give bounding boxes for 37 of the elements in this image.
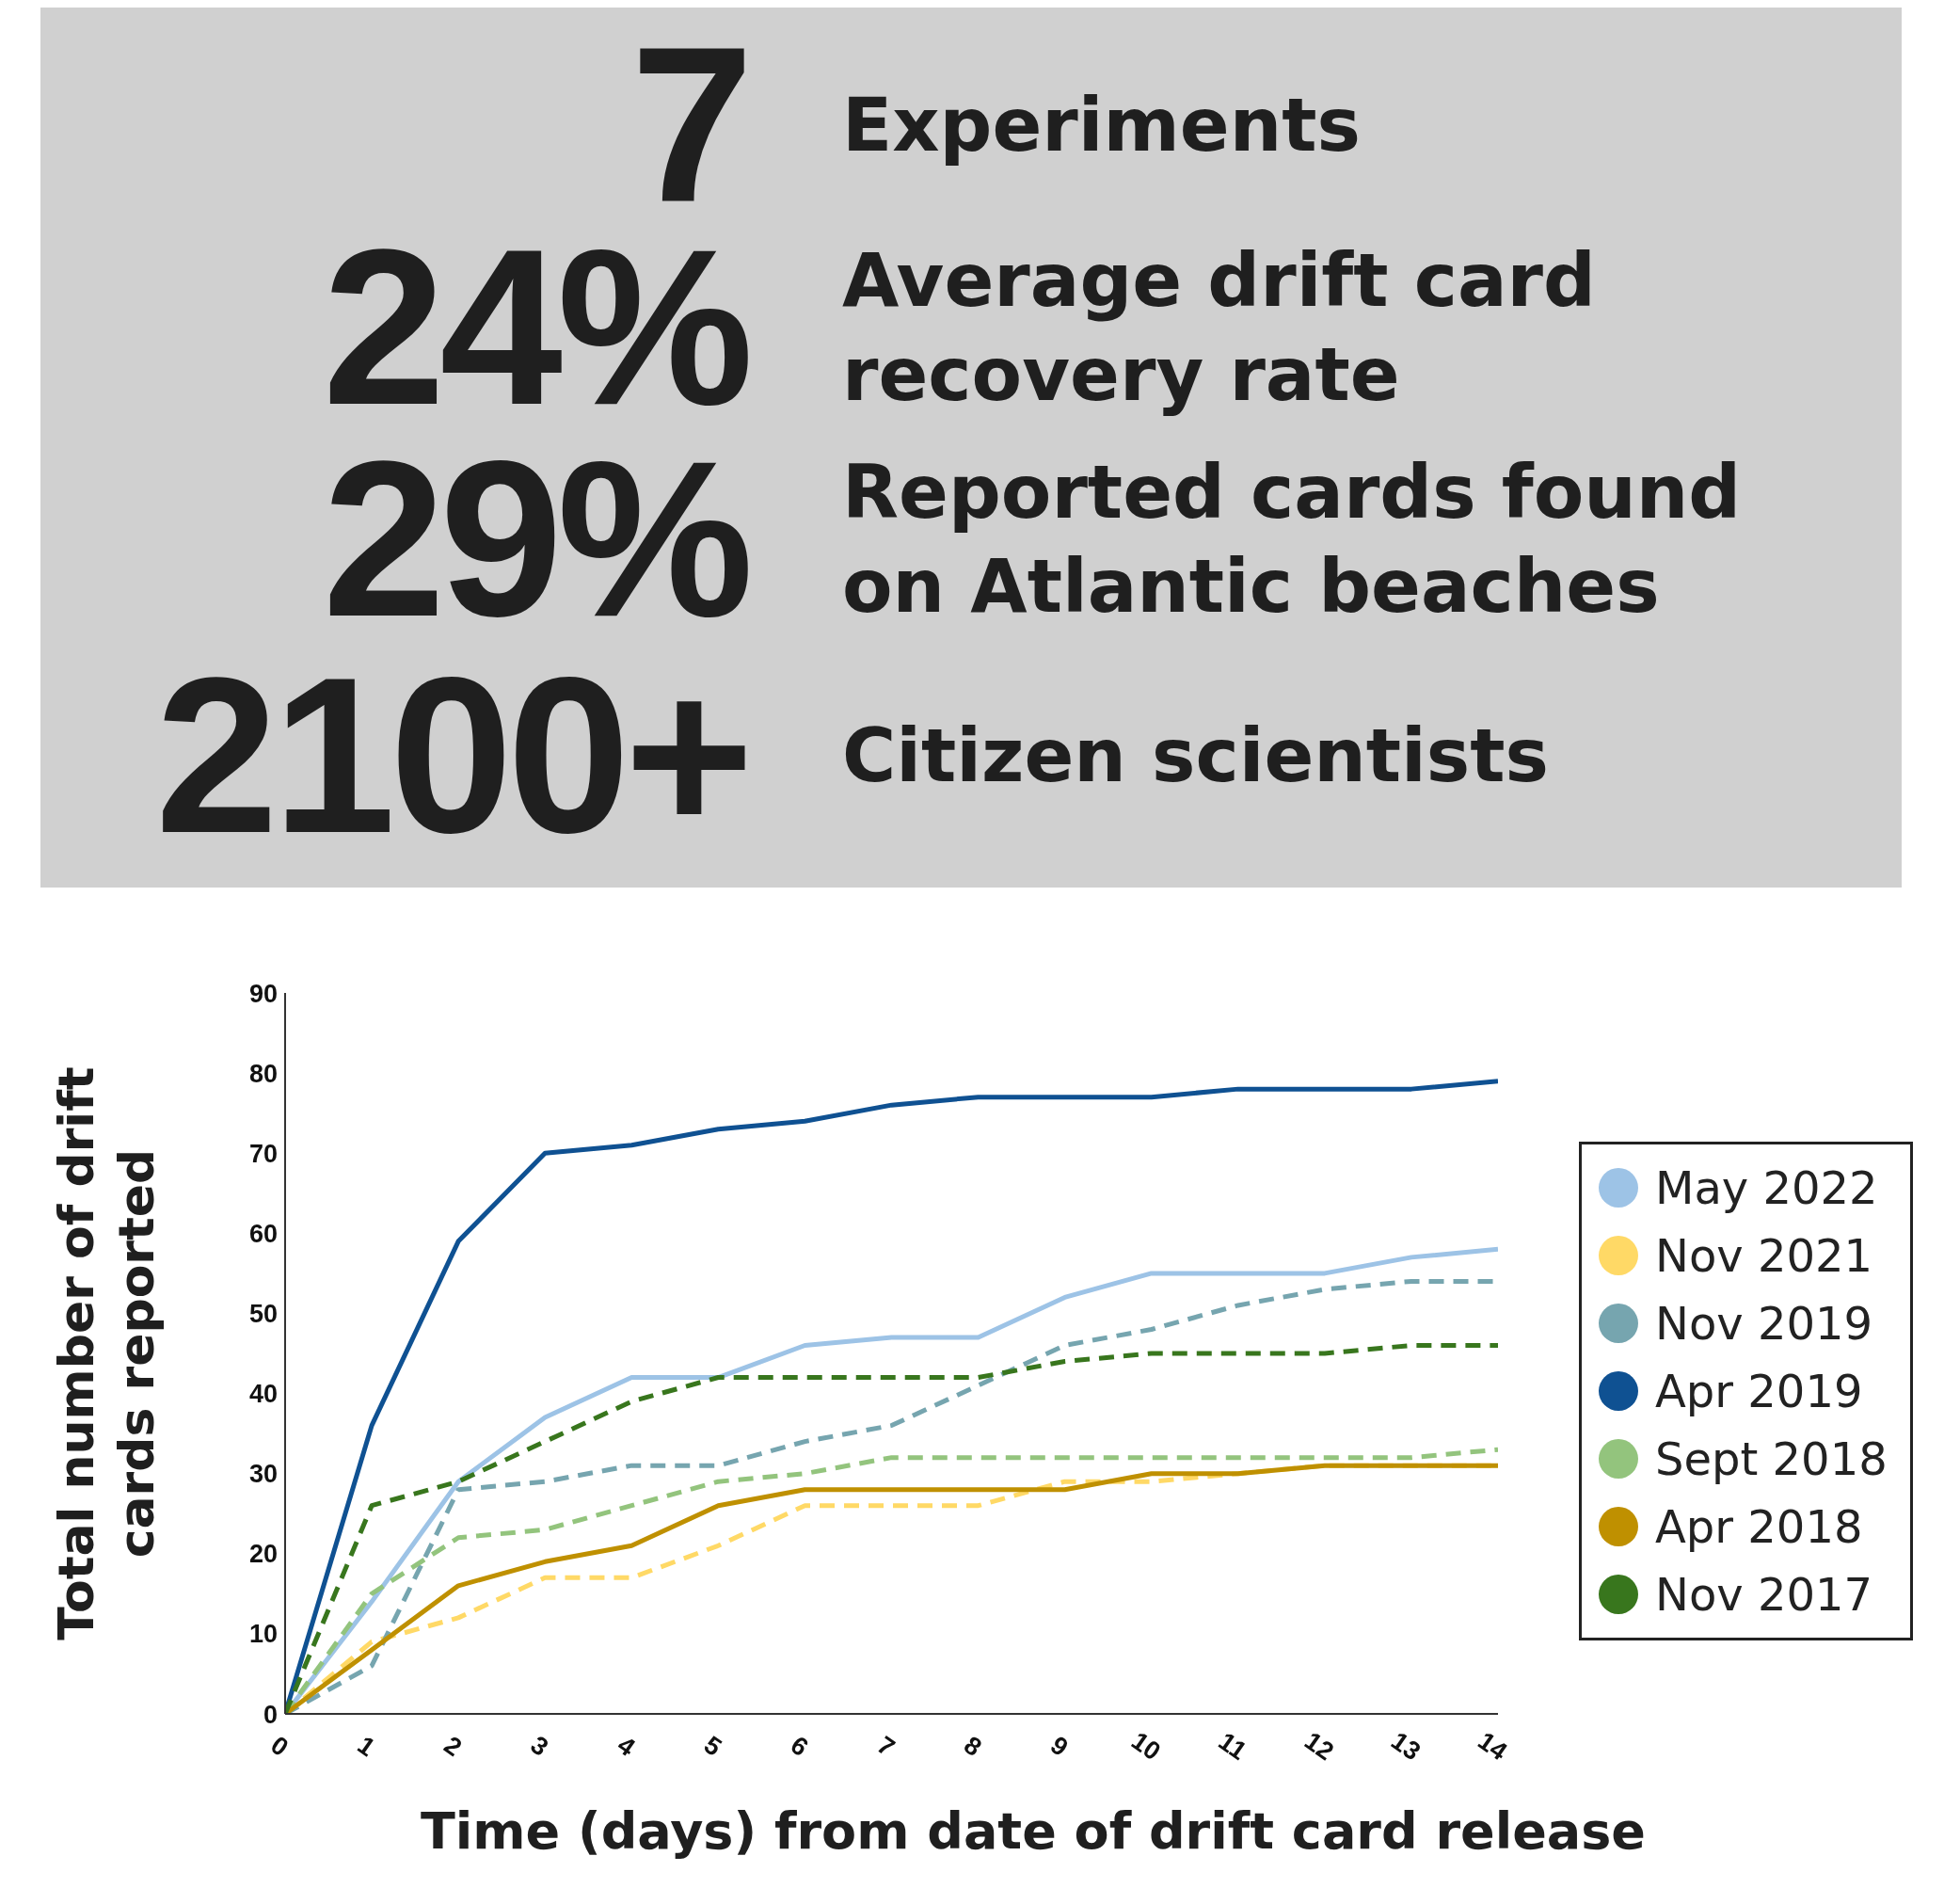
x-tick-label: 7 [871, 1730, 900, 1762]
legend-label: Nov 2021 [1655, 1229, 1873, 1282]
y-tick-label: 0 [263, 1700, 278, 1729]
y-tick-label: 30 [248, 1460, 278, 1489]
y-tick-label: 90 [248, 979, 278, 1008]
y-tick-label: 20 [248, 1540, 278, 1569]
x-tick-label: 2 [438, 1730, 468, 1762]
x-tick-label: 5 [698, 1730, 727, 1762]
x-tick-label: 1 [352, 1730, 380, 1762]
y-tick-label: 70 [248, 1139, 278, 1168]
text: Reported cards found on Atlantic beaches [842, 449, 1743, 631]
x-tick-label: 9 [1045, 1730, 1074, 1762]
x-tick-label: 10 [1125, 1726, 1166, 1767]
y-tick-label: 60 [248, 1219, 278, 1248]
y-tick-label: 40 [248, 1380, 278, 1409]
x-tick-label: 6 [785, 1730, 814, 1762]
x-tick-label: 13 [1386, 1726, 1426, 1767]
y-axis-title: Total number of drift cards reported [47, 1065, 166, 1642]
y-tick-label: 10 [248, 1620, 278, 1649]
x-tick-label: 11 [1213, 1726, 1252, 1766]
text: Citizen scientists [842, 712, 1550, 800]
legend-label: Apr 2019 [1655, 1365, 1863, 1417]
y-tick-label: 50 [248, 1300, 278, 1329]
x-tick-label: 4 [612, 1730, 641, 1762]
text: Average drift card recovery rate [842, 237, 1597, 419]
x-tick-label: 12 [1299, 1726, 1339, 1767]
text: Experiments [842, 82, 1362, 169]
x-tick-label: 3 [525, 1730, 554, 1762]
legend-label: May 2022 [1655, 1161, 1878, 1214]
legend-label: Nov 2019 [1655, 1297, 1873, 1350]
y-tick-label: 80 [248, 1059, 278, 1088]
x-tick-label: 8 [958, 1730, 987, 1762]
x-axis-title: Time (days) from date of drift card release [420, 1800, 1647, 1863]
legend-label: Sept 2018 [1655, 1432, 1888, 1485]
x-tick-label: 14 [1473, 1726, 1513, 1767]
legend-label: Nov 2017 [1655, 1568, 1873, 1621]
legend-label: Apr 2018 [1655, 1500, 1863, 1553]
